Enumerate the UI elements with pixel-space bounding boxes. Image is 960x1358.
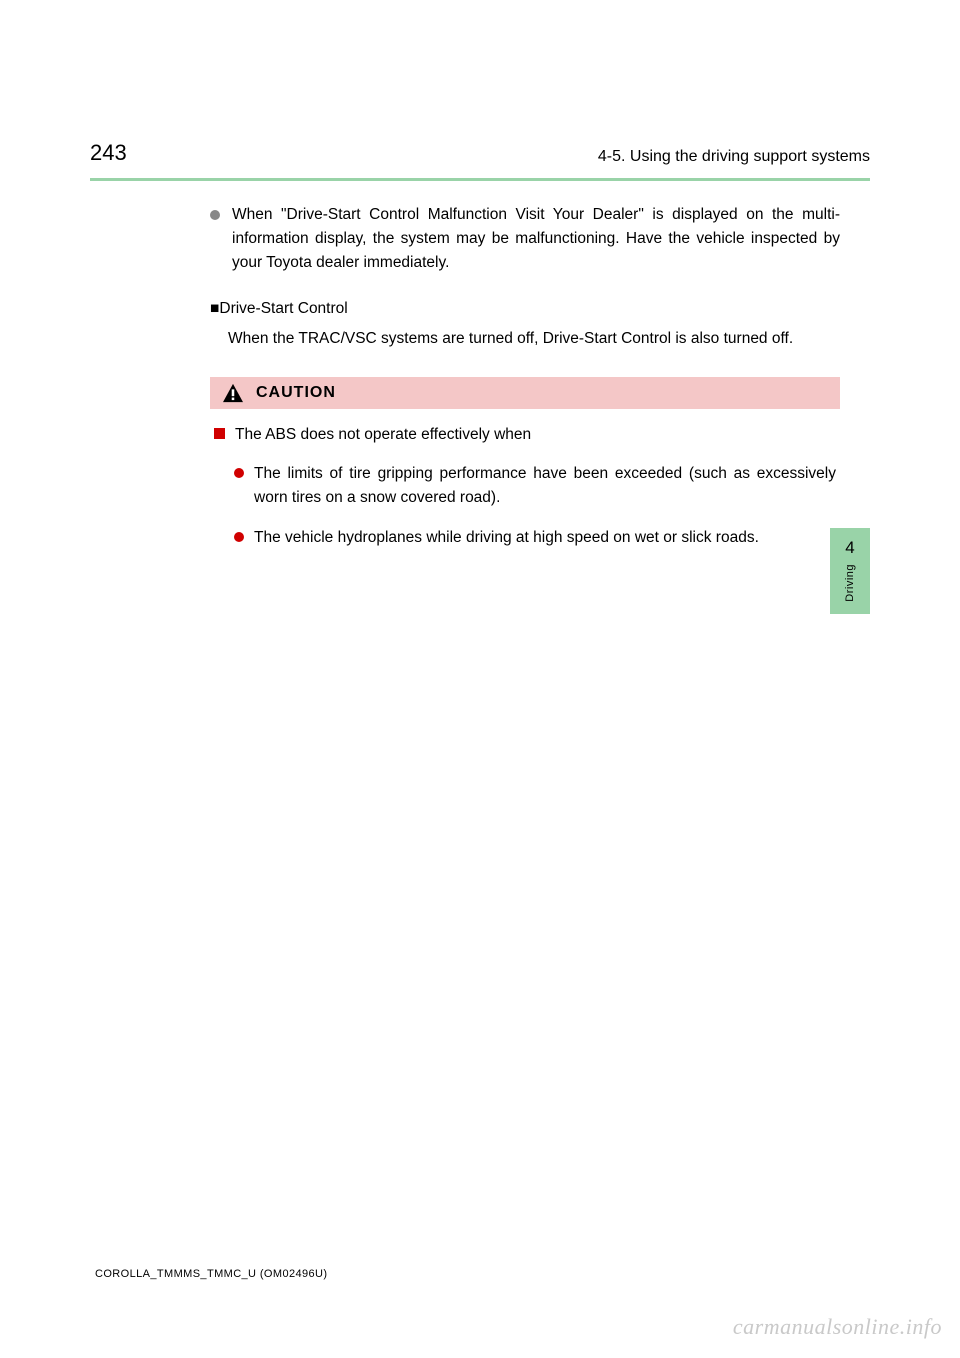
- watermark: carmanualsonline.info: [733, 1314, 942, 1340]
- chapter-tab: 4 Driving: [830, 528, 870, 614]
- red-dot-icon: [234, 532, 244, 542]
- section-title: Drive-Start Control: [219, 300, 347, 317]
- bullet-row: When "Drive-Start Control Malfunction Vi…: [210, 203, 840, 275]
- caution-header: CAUTION: [210, 377, 840, 409]
- header-rule: [90, 178, 870, 181]
- model-code: COROLLA_TMMMS_TMMC_U (OM02496U): [95, 1268, 327, 1280]
- page-number: 243: [90, 140, 127, 166]
- section-title-row: ■Drive-Start Control: [210, 297, 840, 321]
- chapter-tab-number: 4: [830, 538, 870, 558]
- caution-title: CAUTION: [256, 384, 336, 402]
- caution-item-text: The vehicle hydroplanes while driving at…: [254, 526, 759, 550]
- caution-heading-row: The ABS does not operate effectively whe…: [214, 423, 836, 446]
- caution-heading: The ABS does not operate effectively whe…: [235, 423, 531, 446]
- page-header: 243 4-5. Using the driving support syste…: [90, 140, 870, 166]
- red-square-icon: [214, 428, 225, 439]
- manual-page: 243 4-5. Using the driving support syste…: [0, 0, 960, 1358]
- section-paragraph: When the TRAC/VSC systems are turned off…: [210, 327, 840, 351]
- red-dot-icon: [234, 468, 244, 478]
- caution-body: The ABS does not operate effectively whe…: [210, 409, 840, 550]
- caution-item: The vehicle hydroplanes while driving at…: [214, 526, 836, 550]
- caution-item-text: The limits of tire gripping performance …: [254, 462, 836, 510]
- page-content: When "Drive-Start Control Malfunction Vi…: [90, 203, 870, 550]
- caution-item: The limits of tire gripping performance …: [214, 462, 836, 510]
- breadcrumb: 4-5. Using the driving support systems: [598, 148, 870, 166]
- caution-box: CAUTION The ABS does not operate effecti…: [210, 377, 840, 550]
- bullet-dot-icon: [210, 210, 220, 220]
- warning-triangle-icon: [222, 383, 244, 403]
- chapter-tab-label: Driving: [844, 564, 856, 602]
- bullet-text: When "Drive-Start Control Malfunction Vi…: [232, 203, 840, 275]
